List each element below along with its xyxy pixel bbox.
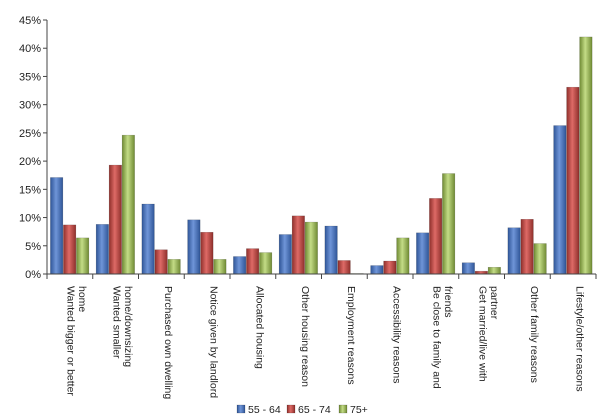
bar-65-74-3	[200, 231, 214, 275]
bar-75+-7	[396, 237, 410, 275]
bar-55-64-5	[278, 234, 292, 275]
category-label: Employment reasons	[345, 286, 357, 385]
y-tick-label: 10%	[19, 213, 41, 225]
y-tick-label: 0%	[25, 269, 41, 281]
bar-65-74-8	[429, 198, 443, 275]
x-axis: Wanted bigger or betterhome Wanted smalle…	[46, 273, 597, 399]
category-label: Purchased own dwelling	[162, 286, 174, 399]
bar-65-74-11	[566, 86, 580, 275]
bar-55-64-3	[187, 219, 201, 275]
bar-55-64-2	[141, 203, 155, 275]
bar-55-64-1	[95, 224, 109, 275]
bar-65-74-2	[154, 249, 168, 275]
y-tick-label: 5%	[25, 241, 41, 253]
bar-75+-2	[167, 259, 181, 275]
y-axis: 0% 5% 10% 15% 20% 25% 30% 35% 40% 45%	[19, 15, 48, 281]
bar-75+-3	[213, 259, 227, 275]
bar-75+-11	[579, 36, 593, 275]
bar-75+-4	[259, 252, 273, 275]
bar-75+-5	[304, 221, 318, 275]
bar-65-74-5	[291, 215, 305, 275]
bar-65-74-6	[337, 260, 351, 275]
legend-swatch	[338, 404, 348, 414]
category-label: Accessibility reasons	[391, 286, 403, 383]
category-label: Other family reasons	[528, 286, 540, 383]
bar-75+-9	[487, 266, 501, 275]
y-tick-label: 25%	[19, 128, 41, 140]
bar-65-74-4	[246, 248, 260, 275]
category-label: Wanted bigger or betterhome	[65, 286, 89, 396]
bar-55-64-11	[553, 125, 567, 275]
category-label: Be close to family andfriends	[431, 286, 455, 389]
y-tick-label: 30%	[19, 100, 41, 112]
bar-65-74-1	[108, 164, 122, 275]
bar-65-74-10	[520, 218, 534, 275]
bar-65-74-7	[383, 260, 397, 275]
legend-swatch	[236, 404, 246, 414]
bar-55-64-0	[50, 177, 64, 275]
y-tick-label: 45%	[19, 15, 41, 27]
legend: 55 - 64 65 - 74 75+	[236, 404, 368, 416]
category-label: Other housing reason	[299, 286, 311, 387]
legend-label: 55 - 64	[248, 404, 281, 416]
y-tick-label: 35%	[19, 71, 41, 83]
y-tick-label: 15%	[19, 184, 41, 196]
y-tick-label: 20%	[19, 156, 41, 168]
bar-75+-8	[442, 173, 456, 275]
bar-55-64-10	[507, 227, 521, 275]
bar-55-64-8	[416, 232, 430, 275]
legend-swatch	[286, 404, 296, 414]
bar-55-64-4	[233, 256, 247, 275]
category-label: Notice given by landlord	[208, 286, 220, 398]
legend-label: 65 - 74	[298, 404, 331, 416]
y-tick-label: 40%	[19, 43, 41, 55]
bar-55-64-9	[461, 262, 475, 275]
bar-75+-10	[533, 243, 547, 275]
category-label: Wanted smallerhome/downsizing	[110, 286, 134, 367]
category-label: Allocated housing	[253, 286, 265, 369]
bar-55-64-7	[370, 265, 384, 275]
bar-75+-1	[121, 134, 135, 275]
category-label: Get married/live withpartner	[476, 286, 500, 382]
bar-75+-0	[76, 237, 90, 275]
bars	[50, 36, 593, 275]
legend-label: 75+	[350, 404, 368, 416]
bar-55-64-6	[324, 225, 338, 275]
bar-65-74-0	[63, 224, 77, 275]
category-label: Lifestyle/other reasons	[574, 286, 586, 392]
